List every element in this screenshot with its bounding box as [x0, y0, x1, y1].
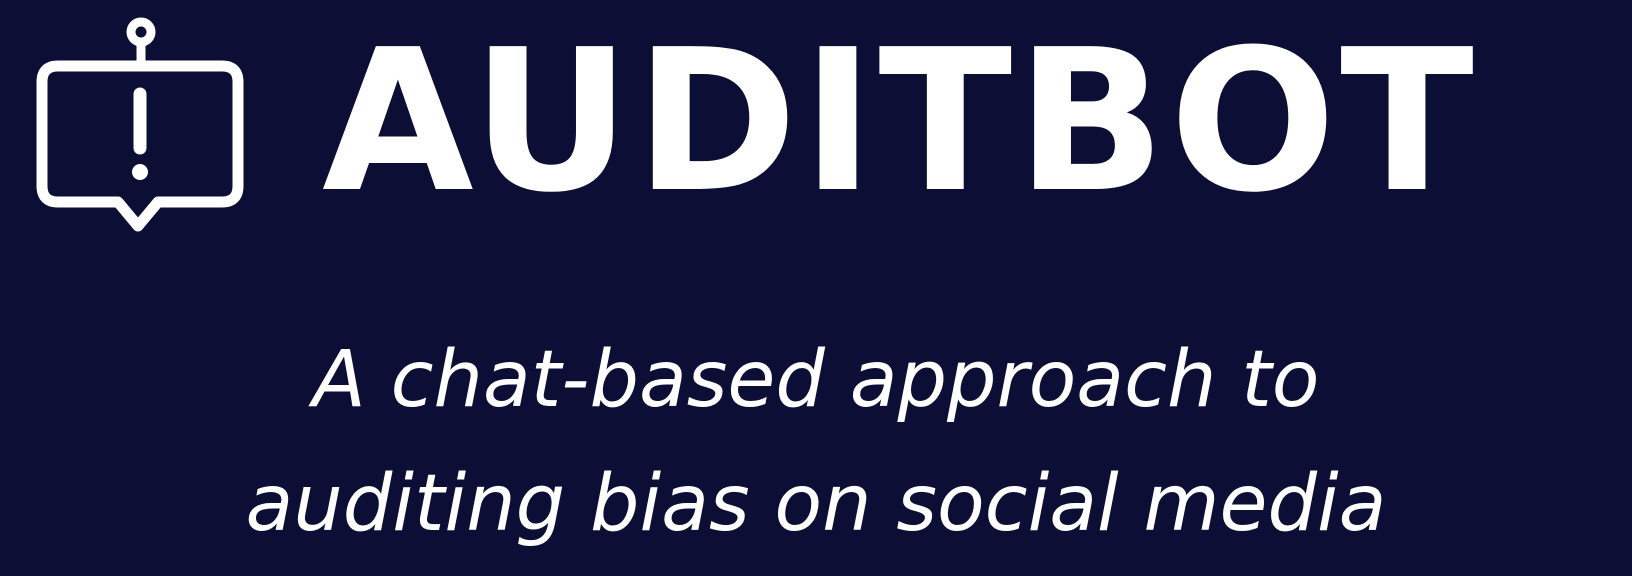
robot-alert-chat-icon	[36, 17, 244, 232]
tagline: A chat-based approach to auditing bias o…	[0, 318, 1632, 566]
tagline-line-2: auditing bias on social media	[245, 459, 1387, 549]
brand-wordmark: AUDITBOT	[322, 34, 1478, 210]
tagline-line-1: A chat-based approach to	[312, 335, 1320, 425]
